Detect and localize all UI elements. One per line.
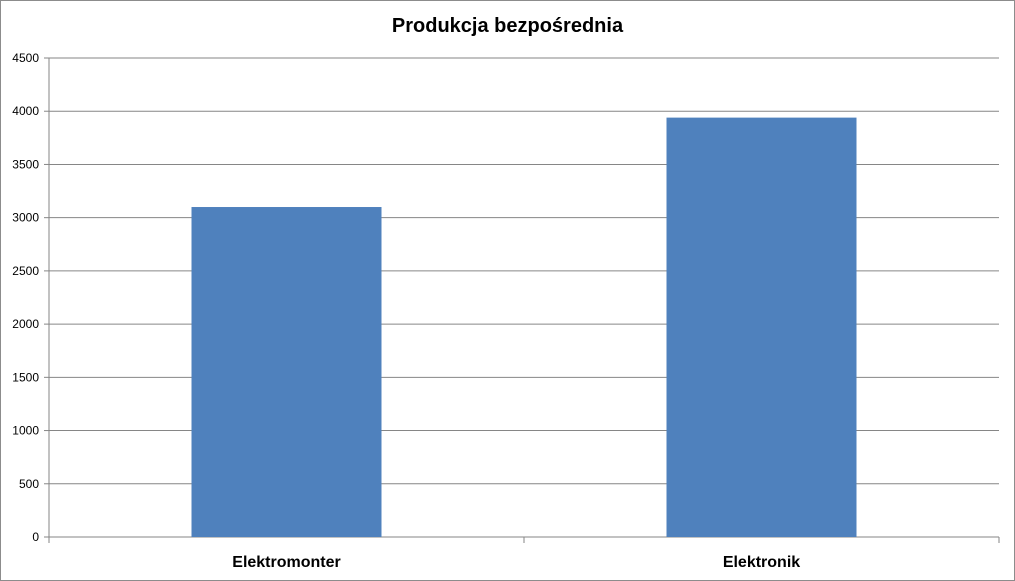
y-tick-label: 1500 — [12, 370, 39, 384]
bar-elektromonter — [191, 207, 382, 537]
y-tick-label: 2500 — [12, 264, 39, 278]
x-category-label: Elektromonter — [232, 554, 340, 571]
y-tick-label: 3500 — [12, 157, 39, 171]
y-tick-label: 3000 — [12, 211, 39, 225]
x-category-label: Elektronik — [723, 554, 800, 571]
y-tick-label: 0 — [32, 530, 39, 544]
y-tick-label: 4500 — [12, 51, 39, 65]
y-tick-label: 2000 — [12, 317, 39, 331]
chart-title: Produkcja bezpośrednia — [391, 15, 624, 37]
y-tick-label: 500 — [19, 477, 39, 491]
y-tick-label: 4000 — [12, 104, 39, 118]
y-tick-label: 1000 — [12, 424, 39, 438]
bar-elektronik — [666, 117, 857, 537]
